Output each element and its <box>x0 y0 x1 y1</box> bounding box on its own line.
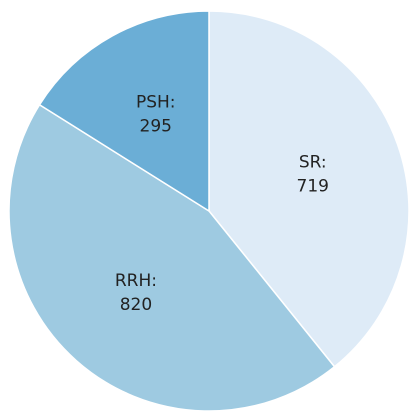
pie-slice <box>8 103 336 411</box>
slice-value-label: 295 <box>140 117 172 137</box>
slice-category-label: SR: <box>299 152 327 172</box>
slice-value-label: 719 <box>297 176 329 196</box>
pie-slice <box>208 10 409 368</box>
slice-value-label: 820 <box>120 295 152 315</box>
slice-category-label: RRH: <box>115 271 157 291</box>
slice-category-label: PSH: <box>136 93 176 113</box>
pie-slice <box>38 10 210 213</box>
